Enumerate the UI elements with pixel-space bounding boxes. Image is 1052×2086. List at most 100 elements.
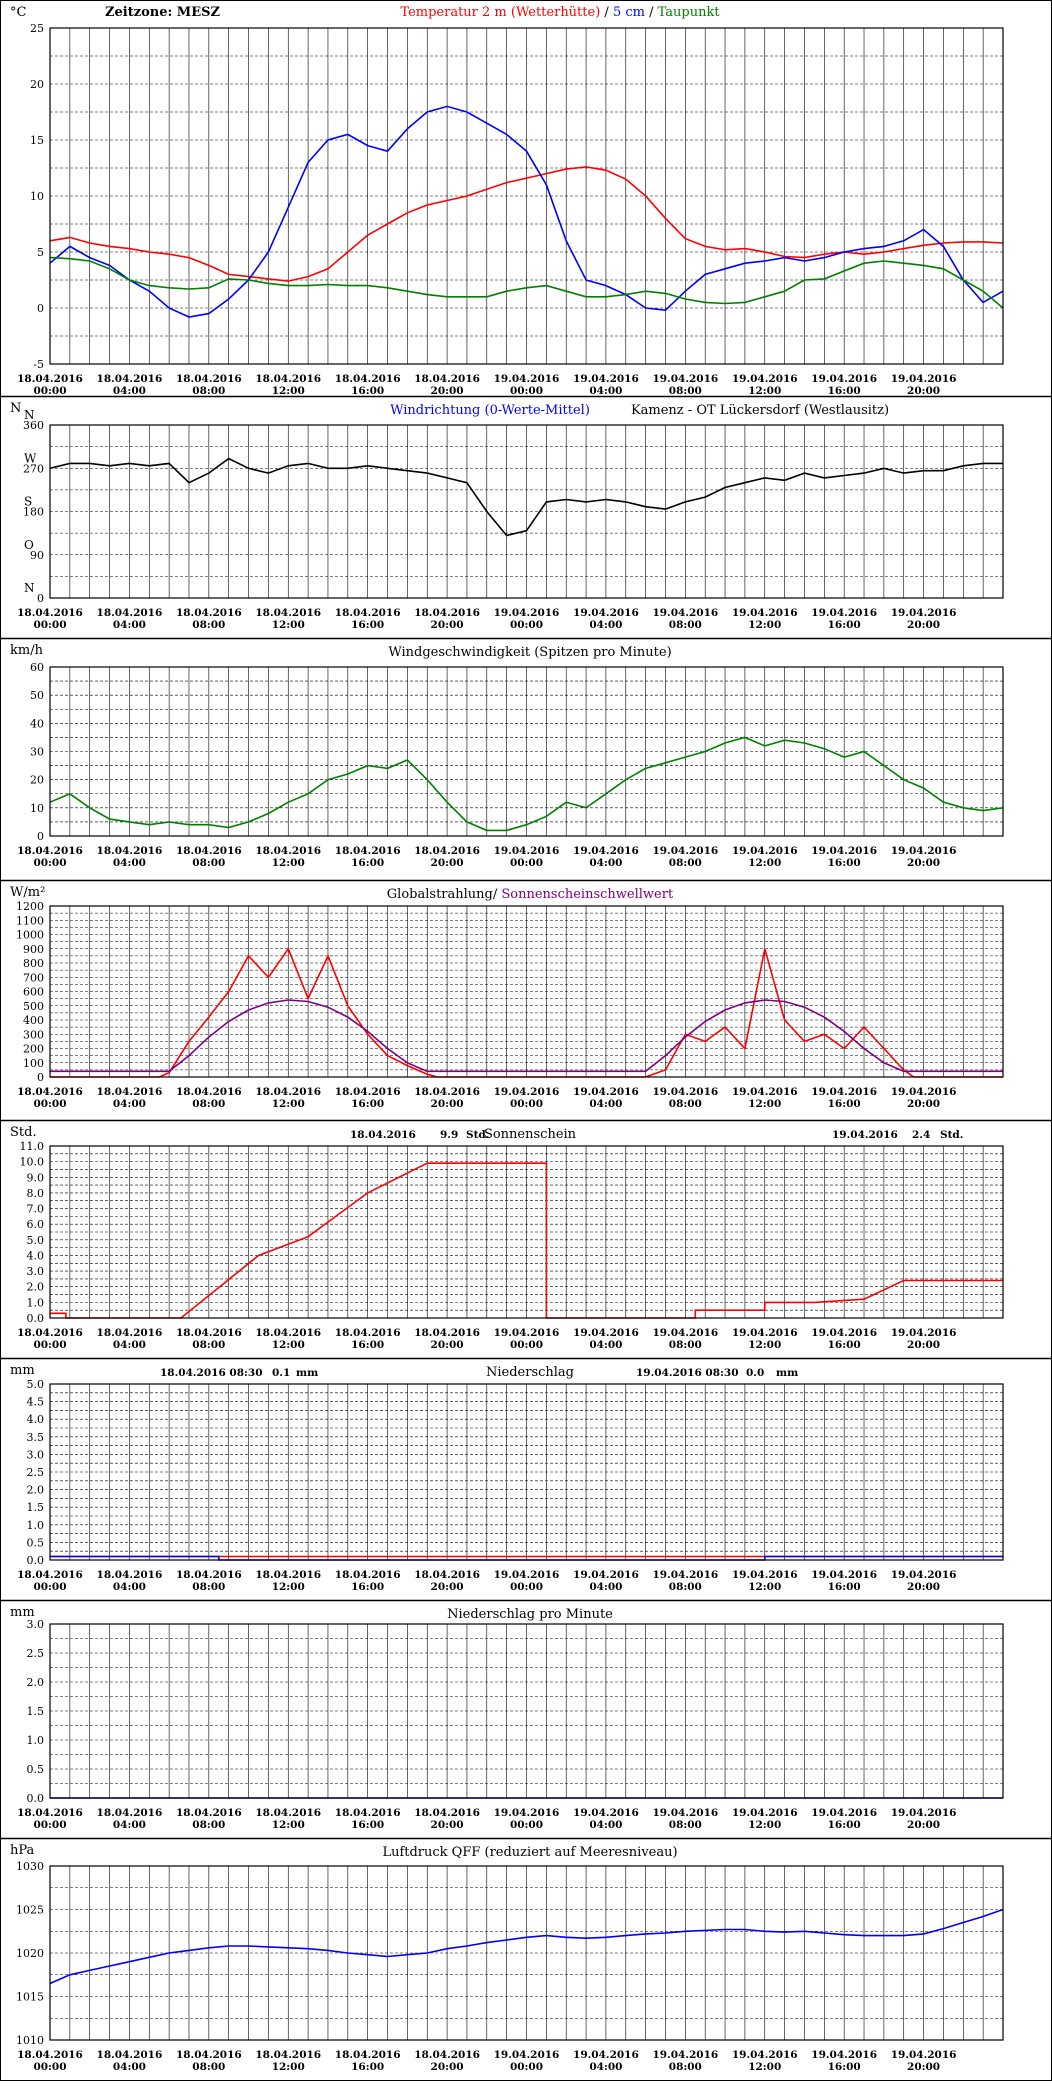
x-tick-date: 19.04.2016 xyxy=(732,2049,798,2061)
y-dir-label: N xyxy=(24,581,35,595)
x-tick-time: 00:00 xyxy=(33,1819,66,1831)
chart-title: Sonnenschein xyxy=(484,1127,577,1142)
x-tick-date: 19.04.2016 xyxy=(573,1807,639,1819)
x-tick-date: 18.04.2016 xyxy=(176,845,242,857)
chart-title: Temperatur 2 m (Wetterhütte) / 5 cm / Ta… xyxy=(400,5,720,20)
series-line-0 xyxy=(49,736,1004,832)
x-tick-time: 16:00 xyxy=(351,1339,384,1351)
x-tick-date: 19.04.2016 xyxy=(811,1569,877,1581)
series-line-0 xyxy=(49,1908,1004,1985)
x-tick-date: 18.04.2016 xyxy=(176,1086,242,1098)
x-tick-date: 19.04.2016 xyxy=(811,607,877,619)
y-tick-label: 8.0 xyxy=(27,1187,45,1200)
x-tick-time: 12:00 xyxy=(272,2061,305,2073)
y-tick-label: 400 xyxy=(23,1014,44,1027)
x-tick-time: 16:00 xyxy=(351,619,384,631)
y-tick-label: -5 xyxy=(33,358,44,371)
x-tick-time: 04:00 xyxy=(589,1581,622,1593)
summary-date: 18.04.2016 08:30 xyxy=(160,1367,263,1379)
y-tick-label: 0.5 xyxy=(27,1536,45,1549)
y-tick-label: 180 xyxy=(23,506,44,519)
x-tick-time: 04:00 xyxy=(589,1098,622,1110)
x-tick-time: 00:00 xyxy=(510,385,543,397)
x-tick-time: 12:00 xyxy=(272,1581,305,1593)
chart-panel-5: 0.00.51.01.52.02.53.03.54.04.55.0mm18.04… xyxy=(0,1357,1052,1593)
x-tick-time: 04:00 xyxy=(113,1581,146,1593)
x-tick-time: 00:00 xyxy=(33,1098,66,1110)
x-tick-date: 18.04.2016 xyxy=(414,1807,480,1819)
x-tick-time: 00:00 xyxy=(510,1819,543,1831)
x-tick-date: 19.04.2016 xyxy=(652,1807,718,1819)
y-tick-label: 700 xyxy=(23,971,44,984)
x-tick-date: 19.04.2016 xyxy=(732,1569,798,1581)
x-tick-date: 18.04.2016 xyxy=(255,373,321,385)
x-tick-date: 19.04.2016 xyxy=(494,845,560,857)
summary-unit: mm xyxy=(296,1367,318,1379)
x-tick-time: 00:00 xyxy=(33,619,66,631)
y-tick-label: 0.5 xyxy=(27,1763,45,1776)
y-tick-label: 5.0 xyxy=(27,1378,45,1391)
x-tick-time: 04:00 xyxy=(589,385,622,397)
x-tick-date: 19.04.2016 xyxy=(732,1086,798,1098)
x-tick-time: 16:00 xyxy=(351,385,384,397)
y-tick-label: 50 xyxy=(30,689,44,702)
y-tick-label: 10 xyxy=(30,190,44,203)
x-tick-time: 16:00 xyxy=(828,2061,861,2073)
summary-value: 0.1 xyxy=(272,1367,290,1379)
x-tick-time: 00:00 xyxy=(33,1339,66,1351)
summary-unit: mm xyxy=(776,1367,798,1379)
series-line-2 xyxy=(49,256,1004,309)
x-tick-time: 04:00 xyxy=(113,619,146,631)
y-tick-label: 1025 xyxy=(16,1904,44,1917)
x-tick-time: 00:00 xyxy=(33,857,66,869)
y-unit-label: N xyxy=(10,401,21,416)
y-tick-label: 1020 xyxy=(16,1947,44,1960)
x-tick-time: 00:00 xyxy=(510,1581,543,1593)
x-tick-time: 12:00 xyxy=(748,1819,781,1831)
x-tick-date: 19.04.2016 xyxy=(573,1569,639,1581)
x-tick-date: 19.04.2016 xyxy=(652,607,718,619)
y-tick-label: 1.5 xyxy=(27,1501,45,1514)
x-tick-time: 20:00 xyxy=(431,1819,464,1831)
y-unit-label: mm xyxy=(10,1363,35,1378)
y-dir-label: N xyxy=(24,408,35,422)
y-tick-label: 1000 xyxy=(16,929,44,942)
y-tick-label: 2.5 xyxy=(27,1647,45,1660)
y-tick-label: 40 xyxy=(30,717,44,730)
x-tick-date: 19.04.2016 xyxy=(891,845,957,857)
chart-panel-0: -50510152025°C18.04.201600:0018.04.20160… xyxy=(10,5,1004,397)
x-tick-date: 19.04.2016 xyxy=(811,1327,877,1339)
y-tick-label: 1100 xyxy=(16,914,44,927)
summary-value: 2.4 xyxy=(912,1129,930,1141)
x-tick-date: 18.04.2016 xyxy=(97,845,163,857)
y-tick-label: 4.0 xyxy=(27,1413,45,1426)
x-tick-time: 08:00 xyxy=(669,857,702,869)
x-tick-time: 16:00 xyxy=(828,1581,861,1593)
x-tick-time: 12:00 xyxy=(748,619,781,631)
y-tick-label: 1200 xyxy=(16,900,44,913)
y-tick-label: 15 xyxy=(30,134,44,147)
x-tick-date: 18.04.2016 xyxy=(335,1807,401,1819)
chart-panel-7: 10101015102010251030hPa18.04.201600:0018… xyxy=(0,1837,1052,2073)
x-tick-time: 20:00 xyxy=(431,385,464,397)
x-tick-time: 20:00 xyxy=(907,1581,940,1593)
x-tick-time: 20:00 xyxy=(907,1339,940,1351)
summary-date: 19.04.2016 xyxy=(832,1129,898,1141)
summary-value: 0.0 xyxy=(746,1367,764,1379)
x-tick-time: 00:00 xyxy=(33,2061,66,2073)
x-tick-time: 04:00 xyxy=(113,1098,146,1110)
x-tick-date: 19.04.2016 xyxy=(811,373,877,385)
y-tick-label: 0.0 xyxy=(27,1792,45,1805)
chart-title-left: Windrichtung (0-Werte-Mittel) xyxy=(390,403,590,418)
y-tick-label: 800 xyxy=(23,957,44,970)
plot-border xyxy=(49,1623,1004,1799)
x-tick-date: 19.04.2016 xyxy=(652,373,718,385)
x-tick-date: 18.04.2016 xyxy=(255,1807,321,1819)
y-tick-label: 2.0 xyxy=(27,1281,45,1294)
x-tick-date: 18.04.2016 xyxy=(255,2049,321,2061)
x-tick-time: 08:00 xyxy=(669,1581,702,1593)
x-tick-time: 08:00 xyxy=(669,1819,702,1831)
